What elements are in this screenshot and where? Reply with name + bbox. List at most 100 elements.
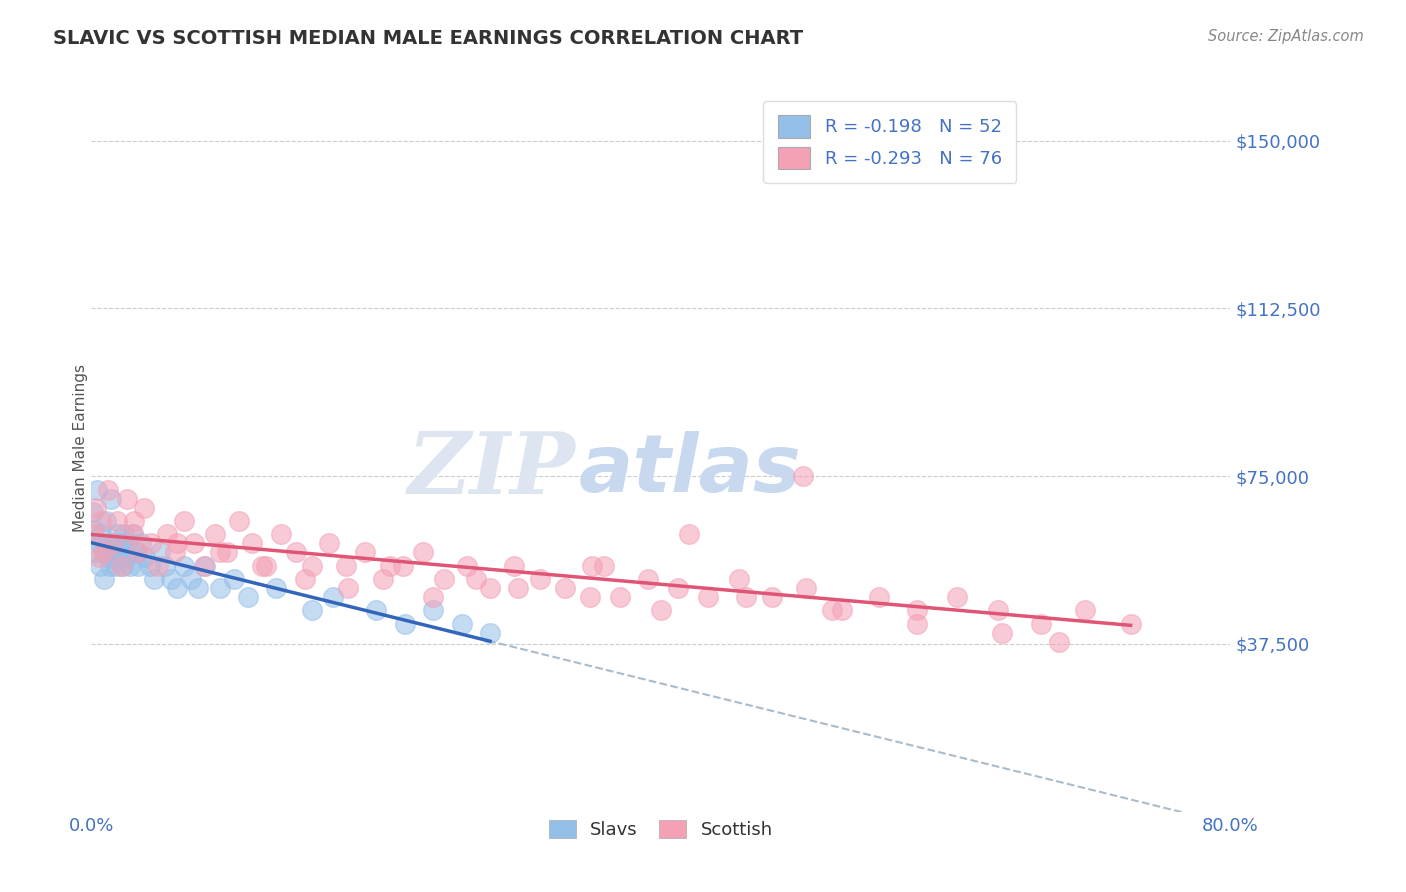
Point (650, 603, 672, 617)
Point (266, 581, 288, 595)
Point (578, 590, 600, 604)
Point (149, 545, 172, 559)
Point (115, 491, 138, 506)
Point (166, 581, 188, 595)
Point (364, 603, 387, 617)
Point (301, 603, 323, 617)
Point (373, 572, 395, 586)
Point (637, 572, 659, 586)
Legend: Slavs, Scottish: Slavs, Scottish (541, 813, 780, 847)
Point (132, 500, 155, 515)
Point (143, 572, 166, 586)
Point (97, 483, 120, 497)
Point (336, 581, 359, 595)
Point (110, 558, 132, 573)
Point (121, 527, 143, 541)
Point (422, 603, 444, 617)
Point (228, 514, 250, 528)
Point (104, 558, 127, 573)
Point (1049, 634, 1071, 648)
Point (139, 558, 162, 573)
Point (180, 572, 202, 586)
Point (90, 527, 112, 541)
Point (173, 514, 195, 528)
Text: ZIP: ZIP (408, 428, 575, 512)
Point (905, 616, 928, 631)
Text: atlas: atlas (579, 431, 801, 509)
Text: Source: ZipAtlas.com: Source: ZipAtlas.com (1208, 29, 1364, 44)
Point (666, 581, 689, 595)
Point (222, 572, 245, 586)
Point (991, 625, 1014, 640)
Point (270, 527, 292, 541)
Point (111, 558, 134, 573)
Point (794, 581, 817, 595)
Point (422, 590, 444, 604)
Point (696, 590, 718, 604)
Point (433, 572, 456, 586)
Point (160, 572, 183, 586)
Point (820, 603, 842, 617)
Point (1029, 616, 1052, 631)
Point (96, 536, 118, 550)
Point (335, 558, 357, 573)
Point (208, 545, 231, 559)
Point (318, 536, 340, 550)
Point (83, 523, 105, 537)
Point (905, 603, 928, 617)
Point (141, 536, 163, 550)
Point (103, 545, 125, 559)
Point (301, 558, 323, 573)
Point (173, 558, 195, 573)
Point (155, 558, 177, 573)
Y-axis label: Median Male Earnings: Median Male Earnings (73, 364, 87, 533)
Point (101, 536, 124, 550)
Point (353, 545, 375, 559)
Point (82, 505, 104, 519)
Point (380, 558, 402, 573)
Point (412, 545, 434, 559)
Point (86, 483, 108, 497)
Point (122, 514, 145, 528)
Point (868, 590, 890, 604)
Point (166, 536, 188, 550)
Point (156, 527, 179, 541)
Point (735, 590, 758, 604)
Point (987, 603, 1010, 617)
Point (294, 572, 316, 586)
Point (1074, 603, 1097, 617)
Point (204, 527, 226, 541)
Point (792, 469, 814, 483)
Point (946, 590, 969, 604)
Point (456, 558, 478, 573)
Point (392, 558, 415, 573)
Point (107, 549, 129, 564)
Point (761, 590, 783, 604)
Point (84, 545, 107, 559)
Point (84, 500, 107, 515)
Point (503, 558, 526, 573)
Point (464, 572, 486, 586)
Point (165, 545, 187, 559)
Point (93, 572, 115, 586)
Point (193, 558, 215, 573)
Point (127, 545, 149, 559)
Point (508, 581, 530, 595)
Point (87, 549, 110, 564)
Point (101, 536, 124, 550)
Point (97, 549, 120, 564)
Point (609, 590, 631, 604)
Point (90, 514, 112, 528)
Point (134, 549, 156, 564)
Point (127, 558, 149, 573)
Point (285, 545, 308, 559)
Point (94, 514, 117, 528)
Point (208, 581, 231, 595)
Point (124, 545, 146, 559)
Point (240, 536, 263, 550)
Point (89, 558, 111, 573)
Point (478, 581, 502, 595)
Point (250, 558, 273, 573)
Point (554, 581, 576, 595)
Point (87, 536, 110, 550)
